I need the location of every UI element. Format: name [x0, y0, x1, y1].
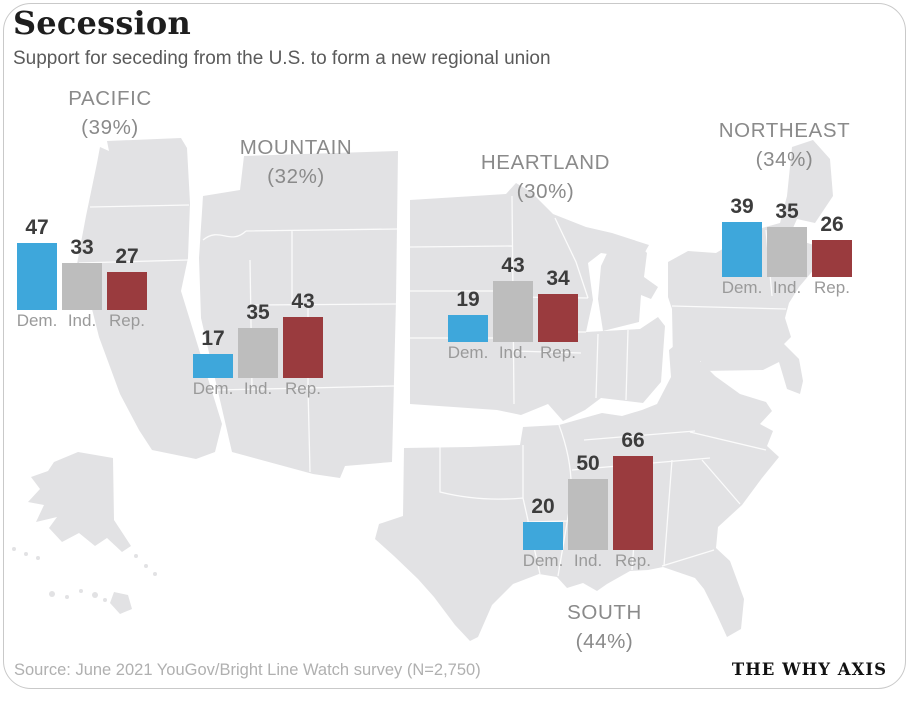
bar-col: 66 Rep.	[613, 429, 653, 572]
bar-rep	[613, 456, 653, 550]
bar-group-mountain: 17 Dem. 35 Ind. 43 Rep.	[193, 290, 323, 400]
bar-rep	[283, 317, 323, 378]
bar-col: 17 Dem.	[192, 327, 234, 400]
bar-value: 47	[25, 216, 49, 239]
bar-col: 34 Rep.	[538, 267, 578, 364]
bar-ind	[62, 263, 102, 310]
bar-col: 43 Rep.	[283, 290, 323, 400]
region-title-south: SOUTH (44%)	[522, 598, 687, 656]
bar-value: 17	[201, 327, 225, 350]
bar-party-label: Ind.	[243, 379, 273, 398]
bar-col: 19 Dem.	[447, 288, 489, 364]
bar-value: 66	[621, 429, 645, 452]
bar-value: 43	[501, 254, 525, 277]
page-title: Secession	[13, 4, 191, 42]
brand-logo: THE WHY AXIS	[731, 660, 887, 679]
region-title-mountain: MOUNTAIN (32%)	[216, 133, 376, 191]
bar-value: 27	[115, 245, 139, 268]
bar-value: 43	[291, 290, 315, 313]
bar-party-label: Rep.	[540, 343, 576, 362]
bar-party-label: Dem.	[522, 551, 564, 570]
bar-group-south: 20 Dem. 50 Ind. 66 Rep.	[523, 429, 653, 572]
region-title-heartland: HEARTLAND (30%)	[463, 148, 628, 206]
bar-party-label: Rep.	[814, 278, 850, 297]
bar-rep	[812, 240, 852, 277]
bar-party-label: Rep.	[285, 379, 321, 398]
bar-group-pacific: 47 Dem. 33 Ind. 27 Rep.	[17, 216, 147, 332]
bar-value: 50	[576, 452, 600, 475]
bar-party-label: Dem.	[192, 379, 234, 398]
bar-value: 35	[246, 301, 270, 324]
bar-party-label: Ind.	[772, 278, 802, 297]
region-support: (30%)	[516, 180, 575, 203]
bar-value: 33	[70, 236, 94, 259]
bar-dem	[523, 522, 563, 550]
region-title-northeast: NORTHEAST (34%)	[702, 116, 867, 174]
bar-value: 20	[531, 495, 555, 518]
bar-ind	[238, 328, 278, 378]
bar-party-label: Rep.	[615, 551, 651, 570]
bar-ind	[493, 281, 533, 342]
bar-ind	[568, 479, 608, 550]
bar-dem	[722, 222, 762, 277]
bar-col: 26 Rep.	[812, 213, 852, 299]
bar-value: 39	[730, 195, 754, 218]
region-name: PACIFIC	[68, 87, 152, 110]
bar-ind	[767, 227, 807, 277]
bar-party-label: Ind.	[498, 343, 528, 362]
bar-party-label: Ind.	[573, 551, 603, 570]
bar-col: 43 Ind.	[493, 254, 533, 364]
bar-rep	[538, 294, 578, 342]
bar-value: 19	[456, 288, 480, 311]
region-name: HEARTLAND	[480, 151, 611, 174]
bar-value: 34	[546, 267, 570, 290]
region-name: SOUTH	[567, 601, 642, 624]
bar-party-label: Dem.	[721, 278, 763, 297]
header: Secession Support for seceding from the …	[13, 4, 713, 70]
bar-dem	[193, 354, 233, 378]
bar-value: 26	[820, 213, 844, 236]
bar-party-label: Dem.	[447, 343, 489, 362]
region-support: (39%)	[81, 116, 139, 139]
region-support: (34%)	[755, 148, 814, 171]
bar-party-label: Rep.	[109, 311, 145, 330]
region-support: (32%)	[267, 165, 325, 188]
bar-col: 39 Dem.	[721, 195, 763, 299]
bar-col: 50 Ind.	[568, 452, 608, 572]
page-subtitle: Support for seceding from the U.S. to fo…	[13, 48, 551, 69]
bar-dem	[17, 243, 57, 310]
bar-col: 33 Ind.	[62, 236, 102, 332]
region-support: (44%)	[575, 630, 634, 653]
region-name: MOUNTAIN	[239, 136, 353, 159]
source-note: Source: June 2021 YouGov/Bright Line Wat…	[14, 661, 481, 679]
bar-group-heartland: 19 Dem. 43 Ind. 34 Rep.	[448, 254, 578, 364]
bar-party-label: Dem.	[16, 311, 58, 330]
bar-col: 35 Ind.	[767, 200, 807, 299]
bar-col: 35 Ind.	[238, 301, 278, 400]
bar-party-label: Ind.	[67, 311, 97, 330]
bar-col: 27 Rep.	[107, 245, 147, 332]
bar-dem	[448, 315, 488, 342]
bar-value: 35	[775, 200, 799, 223]
bar-col: 20 Dem.	[522, 495, 564, 572]
bar-rep	[107, 272, 147, 310]
bar-group-northeast: 39 Dem. 35 Ind. 26 Rep.	[722, 195, 852, 299]
region-title-pacific: PACIFIC (39%)	[30, 84, 190, 142]
bar-col: 47 Dem.	[16, 216, 58, 332]
region-name: NORTHEAST	[718, 119, 851, 142]
